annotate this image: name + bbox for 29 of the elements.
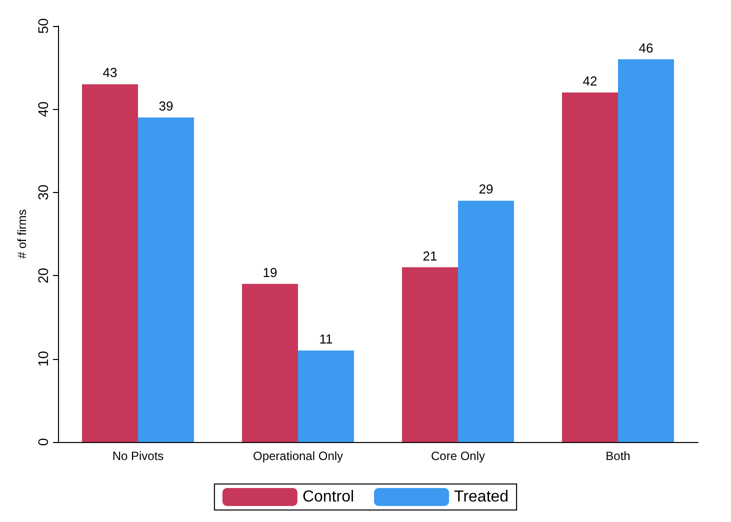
legend-label: Control [302,488,354,506]
data-label: 29 [478,182,494,197]
data-label: 21 [422,248,438,264]
bar [298,350,354,442]
x-tick-label: Operational Only [252,449,344,463]
bar [562,92,618,442]
bar [242,284,298,442]
y-tick-label: 0 [35,438,51,446]
y-tick-label: 50 [35,18,51,34]
x-tick-label: Core Only [430,449,486,463]
bar [138,118,194,442]
data-label: 46 [638,40,654,56]
data-label: 43 [102,65,118,80]
x-tick-label: No Pivots [112,449,164,463]
y-tick-label: 20 [35,268,51,284]
x-tick-label: Both [606,449,630,463]
y-tick-label: 10 [35,350,51,367]
data-label: 19 [262,264,278,280]
y-tick-label: 30 [35,184,51,200]
data-label: 11 [319,331,333,346]
legend-label: Treated [454,488,509,506]
data-label: 42 [582,74,598,89]
bar [402,267,458,442]
bar [458,200,514,442]
data-label: 39 [158,98,174,114]
bar [618,59,674,442]
bar [82,84,138,442]
y-axis-title: # of firms [15,209,29,259]
y-tick-label: 40 [35,101,51,117]
